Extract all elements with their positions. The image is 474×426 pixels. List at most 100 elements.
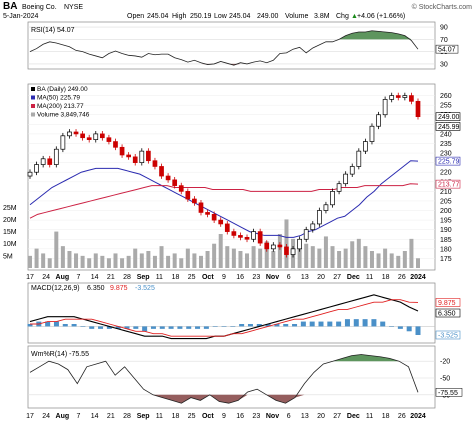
macd-histogram-bar <box>247 324 253 327</box>
macd-panel <box>27 282 436 344</box>
volume-bar <box>304 243 309 268</box>
candle-body <box>323 204 329 211</box>
volume-bar <box>113 253 118 268</box>
volume-bar <box>28 255 32 268</box>
candle-body <box>152 160 158 167</box>
candle-body <box>409 95 414 102</box>
price-tick-label: 220 <box>440 170 452 177</box>
symbol-title: BA <box>3 1 17 12</box>
candle-body <box>146 150 151 162</box>
rsi-tick-label: 70 <box>440 37 448 44</box>
price-legend-entry: MA(50) 225.79 <box>37 95 80 102</box>
volume-bar <box>80 255 85 268</box>
macd-histogram-bar <box>336 321 342 327</box>
volume-bar <box>402 251 407 268</box>
chg-value: +4.06 (+1.66%) <box>357 13 405 20</box>
x-tick-label-bottom: 27 <box>333 413 341 420</box>
wmr-tick-label: -50 <box>440 376 450 383</box>
volume-bar <box>198 255 203 268</box>
x-tick-label: 7 <box>77 274 81 281</box>
candle-body <box>238 235 243 238</box>
macd-histogram-bar <box>45 321 51 327</box>
x-tick-label-bottom: 7 <box>77 413 81 420</box>
candle-body <box>402 95 408 98</box>
volume-bar <box>106 258 111 268</box>
x-tick-label: 26 <box>398 274 406 281</box>
candle-body <box>303 229 309 240</box>
price-tick-label: 255 <box>440 103 452 110</box>
x-tick-label: Nov <box>266 274 279 281</box>
price-legend-entry: Volume 3,849,746 <box>37 112 90 119</box>
volume-bar <box>323 236 328 268</box>
macd-histogram-bar <box>318 321 324 327</box>
macd-histogram-bar <box>115 326 121 329</box>
volume-bar <box>251 246 256 268</box>
macd-badge-label: -3.525 <box>438 332 458 339</box>
price-tick-label: 210 <box>440 189 452 196</box>
x-tick-label: 6 <box>287 274 291 281</box>
candle-body <box>211 214 217 221</box>
macd-histogram-bar <box>389 326 395 327</box>
x-tick-label-bottom: 17 <box>26 413 34 420</box>
candle-body <box>224 223 230 232</box>
candle-body <box>139 150 145 163</box>
volume-bar <box>166 255 171 268</box>
wmr-tick-label: -20 <box>440 359 450 366</box>
macd-histogram-bar <box>300 321 306 327</box>
macd-badge-label: 6.350 <box>438 311 456 318</box>
volume-bar <box>152 255 157 268</box>
wmr-oversold-area <box>30 394 418 404</box>
macd-histogram-bar <box>195 326 201 329</box>
price-panel <box>27 83 436 271</box>
x-tick-label-bottom: 23 <box>252 413 260 420</box>
price-tick-label: 205 <box>440 198 452 205</box>
chg-label: Chg <box>336 13 349 20</box>
volume-bar <box>60 246 65 268</box>
macd-histogram-bar <box>230 326 236 327</box>
x-tick-label: Sep <box>137 274 150 281</box>
watermark: © StockCharts.com <box>412 3 473 11</box>
low-label: Low <box>214 13 228 20</box>
x-tick-label-bottom: 28 <box>123 413 131 420</box>
x-tick-label-bottom: 18 <box>172 413 180 420</box>
volume-bar <box>310 246 315 268</box>
x-tick-label: 11 <box>156 274 163 281</box>
x-tick-label-bottom: 11 <box>156 413 163 420</box>
macd-histogram-bar <box>142 326 148 332</box>
price-legend-swatch <box>31 104 35 108</box>
candle-body <box>192 198 197 204</box>
volume-tick-label: 5M <box>3 253 13 260</box>
candle-body <box>99 133 105 139</box>
candle-body <box>126 154 131 158</box>
volume-bar <box>383 248 388 268</box>
wmr-line <box>29 354 419 404</box>
macd-histogram-bar <box>89 326 95 329</box>
candle-body <box>132 156 138 163</box>
volume-bar <box>297 248 302 268</box>
price-legend-swatch <box>31 87 35 91</box>
candle-body <box>395 95 401 98</box>
x-tick-label-bottom: Oct <box>202 413 214 420</box>
volume-bar <box>317 248 322 268</box>
macd-histogram-bar <box>397 326 403 329</box>
volume-bar <box>264 241 269 268</box>
x-tick-label: 13 <box>301 274 309 281</box>
candle-body <box>165 175 171 181</box>
volume-bar <box>231 248 236 268</box>
price-badge <box>435 156 461 166</box>
price-badge-label: 245.99 <box>438 124 460 131</box>
macd-histogram-bar <box>344 319 350 327</box>
volume-tick-label: 15M <box>3 229 17 236</box>
volume-bar <box>47 258 52 268</box>
macd-line <box>29 294 419 340</box>
macd-badge <box>435 330 461 340</box>
candle-body <box>244 236 250 240</box>
x-tick-label: 2024 <box>410 274 426 281</box>
volume-bar <box>337 251 342 268</box>
volume-bar <box>343 248 348 268</box>
macd-histogram-bar <box>124 326 130 329</box>
macd-histogram-bar <box>53 321 59 327</box>
x-tick-label: 21 <box>107 274 115 281</box>
